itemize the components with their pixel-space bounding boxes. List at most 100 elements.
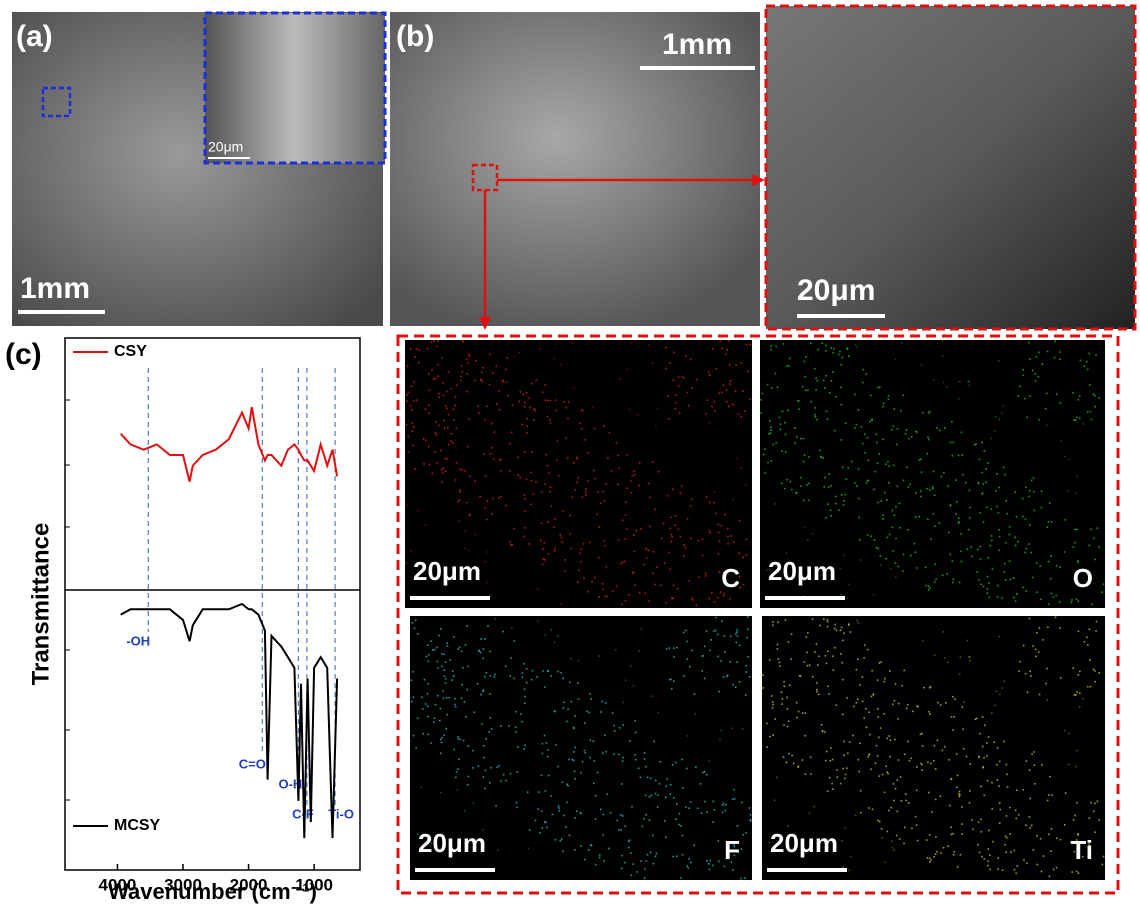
eds-dot: [700, 783, 702, 785]
eds-dot: [777, 622, 779, 624]
eds-dot: [1053, 596, 1055, 598]
eds-dot: [688, 858, 690, 860]
eds-dot: [439, 720, 441, 722]
eds-dot: [856, 620, 858, 622]
eds-dot: [898, 566, 900, 568]
eds-dot: [749, 807, 751, 809]
eds-dot: [960, 533, 962, 535]
eds-dot: [739, 681, 741, 683]
eds-dot: [466, 625, 468, 627]
eds-dot: [726, 401, 728, 403]
eds-dot: [982, 746, 984, 748]
eds-dot: [788, 365, 790, 367]
scale-bar-label: 20μm: [770, 828, 838, 858]
eds-dot: [1009, 833, 1011, 835]
eds-dot: [562, 851, 564, 853]
eds-dot: [992, 568, 994, 570]
eds-dot: [775, 346, 777, 348]
eds-dot: [856, 485, 858, 487]
eds-dot: [1001, 412, 1003, 414]
eds-dot: [867, 649, 869, 651]
eds-dot: [513, 678, 515, 680]
eds-dot: [745, 554, 747, 556]
eds-dot: [655, 855, 657, 857]
eds-dot: [607, 596, 609, 598]
eds-dot: [500, 780, 502, 782]
eds-dot: [634, 754, 636, 756]
eds-dot: [838, 509, 840, 511]
eds-dot: [668, 552, 670, 554]
eds-dot: [469, 355, 471, 357]
eds-dot: [594, 478, 596, 480]
eds-dot: [512, 544, 514, 546]
eds-dot: [1046, 424, 1048, 426]
eds-dot: [550, 675, 552, 677]
eds-dot: [455, 396, 457, 398]
eds-dot: [732, 869, 734, 871]
eds-dot: [446, 391, 448, 393]
eds-dot: [953, 579, 955, 581]
eds-dot: [467, 446, 469, 448]
eds-dot: [740, 878, 742, 880]
eds-dot: [815, 407, 817, 409]
eds-dot: [1076, 750, 1078, 752]
eds-dot: [1042, 639, 1044, 641]
eds-dot: [486, 551, 488, 553]
eds-dot: [934, 564, 936, 566]
eds-dot: [951, 834, 953, 836]
eds-dot: [647, 777, 649, 779]
eds-dot: [980, 786, 982, 788]
eds-dot: [810, 401, 812, 403]
eds-dot: [782, 411, 784, 413]
eds-dot: [950, 826, 952, 828]
eds-dot: [774, 503, 776, 505]
eds-dot: [848, 624, 850, 626]
eds-dot: [491, 513, 493, 515]
eds-dot: [706, 860, 708, 862]
eds-dot: [777, 386, 779, 388]
eds-dot: [1045, 683, 1047, 685]
eds-dot: [483, 689, 485, 691]
eds-dot: [860, 790, 862, 792]
eds-dot: [618, 539, 620, 541]
eds-dot: [827, 685, 829, 687]
eds-dot: [704, 678, 706, 680]
eds-dot: [1049, 776, 1051, 778]
eds-dot: [749, 399, 751, 401]
eds-dot: [857, 698, 859, 700]
eds-dot: [781, 483, 783, 485]
eds-dot: [1096, 621, 1098, 623]
eds-dot: [976, 718, 978, 720]
eds-dot: [959, 582, 961, 584]
eds-dot: [943, 847, 945, 849]
eds-dot: [461, 684, 463, 686]
eds-dot: [709, 869, 711, 871]
eds-dot: [489, 693, 491, 695]
eds-dot: [717, 597, 719, 599]
eds-dot: [877, 679, 879, 681]
eds-dot: [600, 503, 602, 505]
eds-dot: [573, 728, 575, 730]
eds-dot: [440, 752, 442, 754]
eds-dot: [1029, 524, 1031, 526]
eds-dot: [876, 547, 878, 549]
eds-dot: [829, 777, 831, 779]
eds-dot: [951, 421, 953, 423]
eds-dot: [498, 340, 500, 342]
eds-dot: [1094, 559, 1096, 561]
eds-dot: [900, 410, 902, 412]
eds-dot: [886, 771, 888, 773]
eds-dot: [411, 680, 413, 682]
eds-dot: [500, 470, 502, 472]
eds-dot: [510, 773, 512, 775]
eds-dot: [1025, 487, 1027, 489]
eds-dot: [781, 703, 783, 705]
eds-dot: [947, 662, 949, 664]
eds-dot: [878, 662, 880, 664]
eds-dot: [586, 710, 588, 712]
eds-dot: [816, 419, 818, 421]
eds-dot: [1094, 395, 1096, 397]
eds-dot: [807, 665, 809, 667]
eds-dot: [956, 501, 958, 503]
eds-dot: [956, 753, 958, 755]
